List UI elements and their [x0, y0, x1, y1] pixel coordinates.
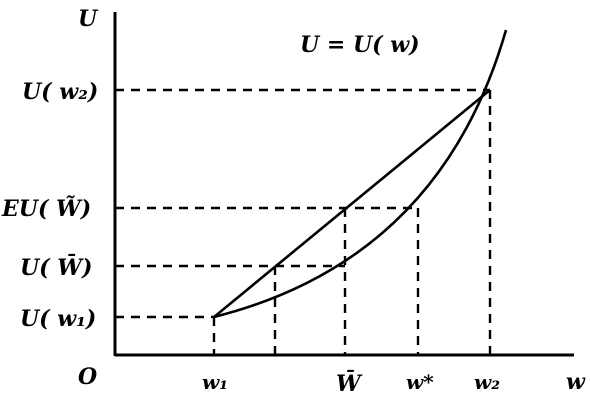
- x-tick-wstar: w*: [406, 370, 434, 394]
- x-tick-w1: w₁: [202, 370, 228, 394]
- y-tick-u-w2: U( w₂): [22, 79, 98, 105]
- y-tick-eu-w: EU( W̃): [1, 196, 91, 222]
- function-label: U = U( w): [300, 32, 420, 58]
- y-axis-label: U: [78, 6, 99, 32]
- x-axis-label: w: [566, 369, 586, 395]
- expected-utility-chord: [213, 88, 491, 319]
- y-tick-u-wbar: U( W̄): [20, 253, 92, 281]
- y-tick-u-w1: U( w₁): [20, 306, 96, 332]
- x-tick-wbar: W̄: [336, 369, 363, 397]
- x-tick-w2: w₂: [474, 370, 500, 394]
- utility-curve: [213, 29, 508, 319]
- origin-label: O: [78, 364, 97, 390]
